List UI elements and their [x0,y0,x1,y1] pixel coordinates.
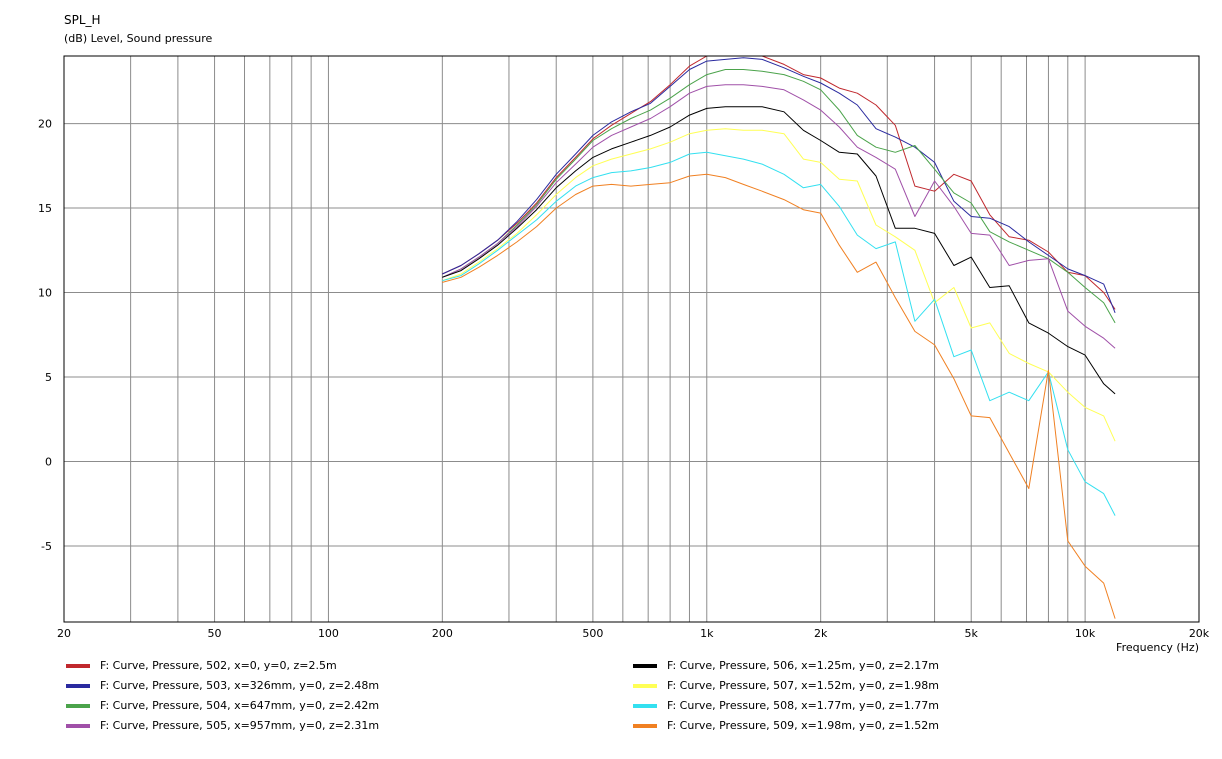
y-tick-label: 10 [38,287,52,300]
series-line-8 [442,173,1116,619]
series-line-7 [442,151,1116,516]
y-tick-label: -5 [41,540,52,553]
x-tick-label: 20k [1189,627,1210,640]
series-line-2 [442,57,1116,313]
x-tick-label: 1k [700,627,714,640]
x-tick-label: 100 [318,627,339,640]
y-tick-label: 15 [38,202,52,215]
y-tick-label: 0 [45,455,52,468]
chart-title: SPL_H [64,13,101,27]
y-tick-label: 5 [45,371,52,384]
x-tick-label: 20 [57,627,71,640]
x-tick-label: 200 [432,627,453,640]
series-lines [442,56,1116,619]
x-tick-label: 500 [582,627,603,640]
series-line-3 [442,69,1116,324]
y-tick-label: 20 [38,118,52,131]
x-tick-label: 5k [965,627,979,640]
x-tick-label: 2k [814,627,828,640]
x-tick-label: 50 [208,627,222,640]
x-axis-label: Frequency (Hz) [1116,641,1199,654]
x-tick-label: 10k [1075,627,1096,640]
series-line-1 [442,56,1116,310]
plot-frame [63,55,1200,623]
series-line-6 [442,128,1116,442]
series-line-4 [442,84,1116,349]
y-axis-label: (dB) Level, Sound pressure [64,32,213,45]
grid [64,56,1199,622]
series-line-5 [442,106,1116,395]
